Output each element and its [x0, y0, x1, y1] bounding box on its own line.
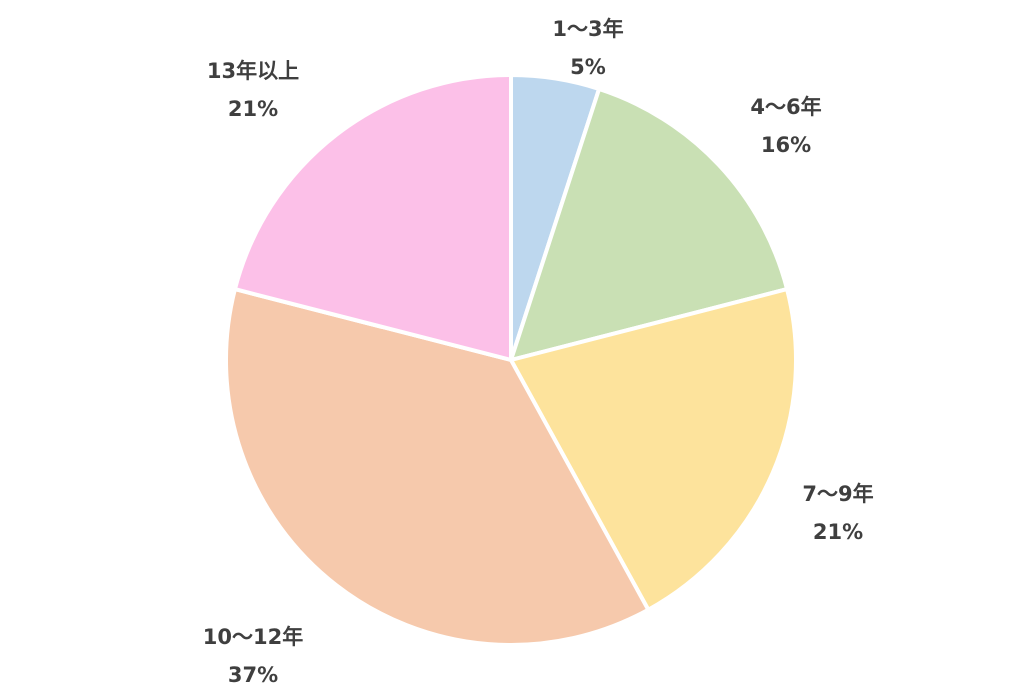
slice-percent-label: 37%: [228, 663, 278, 687]
slices-layer: [224, 73, 798, 647]
slice-percent-label: 5%: [570, 55, 606, 79]
slice-category-label: 10～12年: [203, 625, 303, 649]
slice-category-label: 13年以上: [207, 59, 299, 83]
pie-slice-3: [509, 287, 798, 612]
slice-category-label: 7～9年: [802, 482, 873, 506]
pie-slice-4: [224, 287, 651, 647]
slice-percent-label: 21%: [813, 520, 863, 544]
pie-slice-5: [232, 73, 513, 362]
pie-slice-2: [509, 86, 790, 362]
slice-percent-label: 21%: [228, 97, 278, 121]
labels-layer: 1～3年 5% 4～6年 16% 7～9年 21% 10～12年 37% 13年以上 21%: [203, 17, 874, 687]
slice-percent-label: 16%: [761, 133, 811, 157]
slice-category-label: 1～3年: [552, 17, 623, 41]
slice-category-label: 4～6年: [750, 95, 821, 119]
